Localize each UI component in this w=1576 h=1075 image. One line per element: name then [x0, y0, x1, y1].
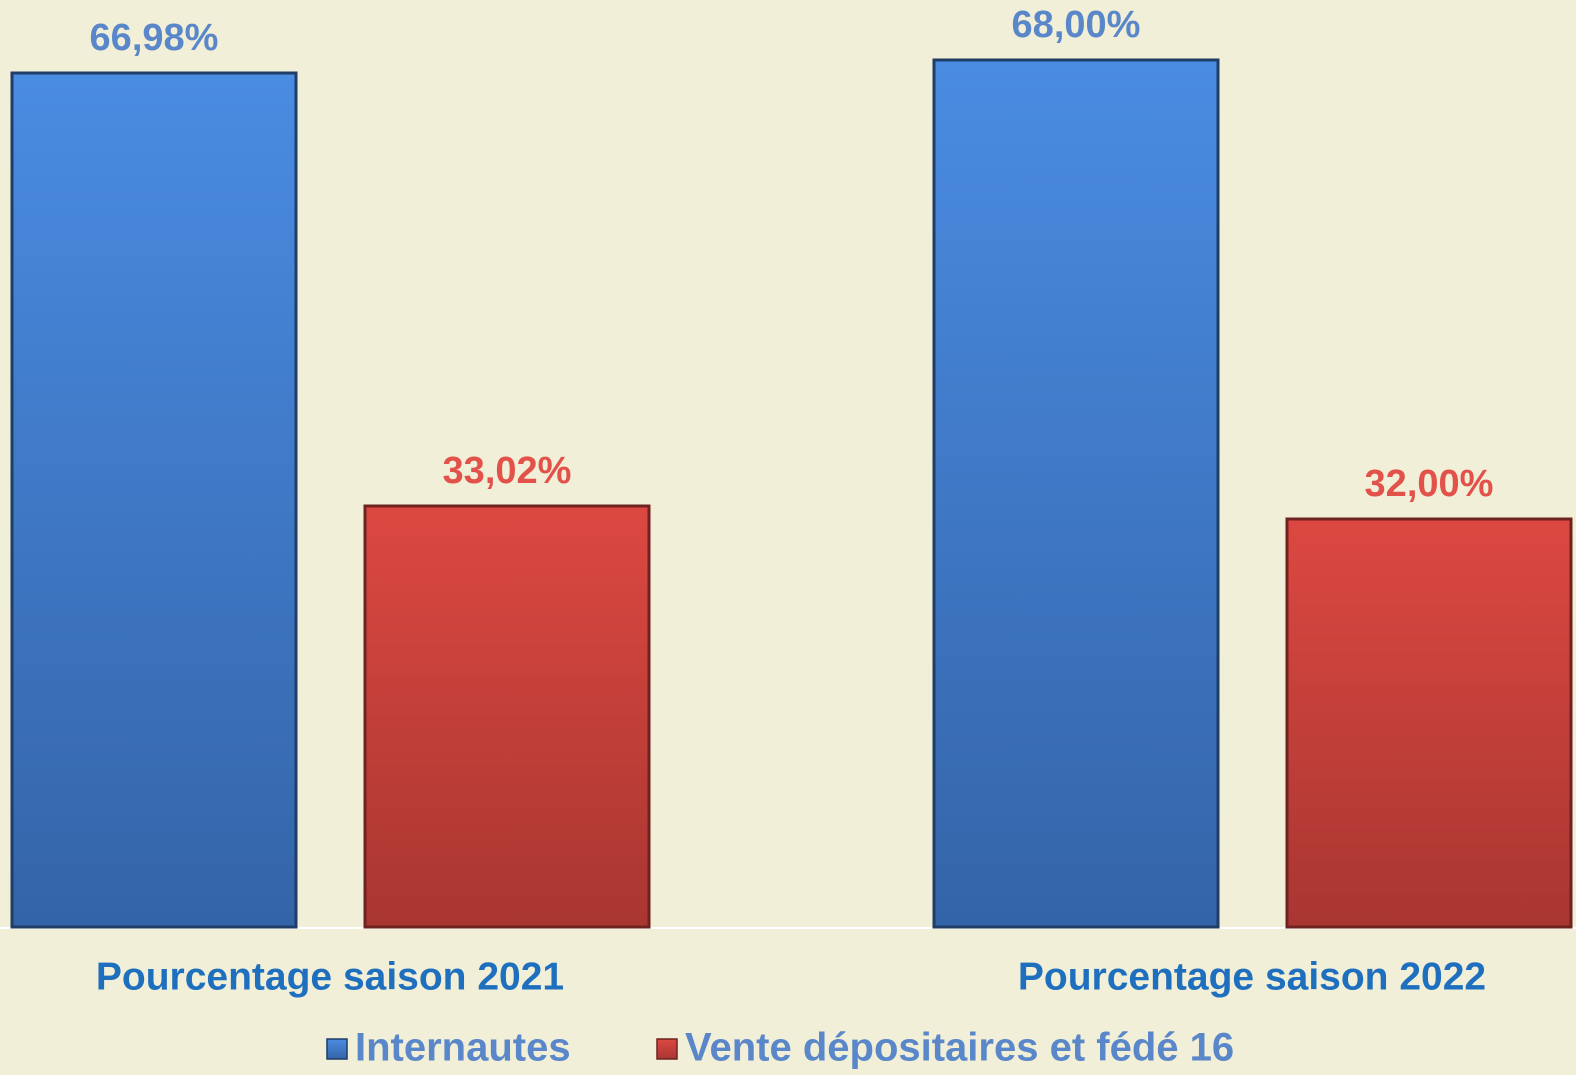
bar	[10, 71, 298, 929]
legend-swatch	[656, 1038, 678, 1060]
x-tick-label: Pourcentage saison 2022	[1018, 955, 1486, 998]
value-label: 66,98%	[90, 17, 219, 59]
legend-swatch	[326, 1038, 348, 1060]
bar	[932, 58, 1220, 929]
value-label: 32,00%	[1365, 463, 1494, 505]
bar	[1285, 517, 1573, 929]
bar	[363, 504, 651, 929]
x-tick-label: Pourcentage saison 2021	[96, 955, 564, 998]
legend-label: Vente dépositaires et fédé 16	[685, 1026, 1234, 1070]
legend-label: Internautes	[355, 1026, 571, 1070]
value-label: 33,02%	[443, 450, 572, 492]
value-label: 68,00%	[1012, 4, 1141, 46]
